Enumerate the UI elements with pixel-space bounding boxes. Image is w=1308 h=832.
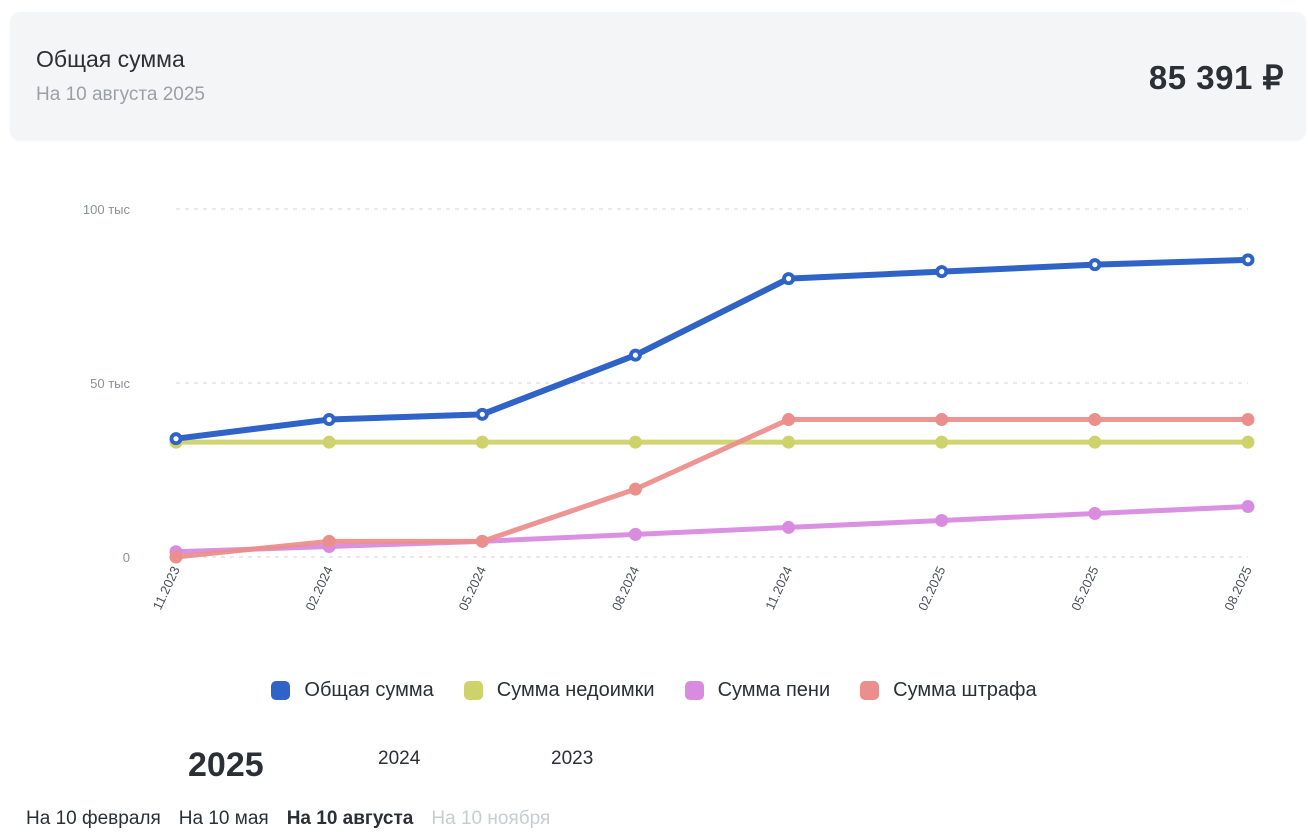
series-layer (169, 253, 1255, 564)
y-axis-labels: 0 50 тыс 100 тыс (83, 202, 131, 565)
data-point-center (1245, 257, 1251, 263)
data-point[interactable] (1241, 435, 1255, 449)
legend-label-fine: Сумма штрафа (893, 678, 1037, 701)
data-point[interactable] (1241, 500, 1255, 514)
period-tab-february[interactable]: На 10 февраля (26, 808, 161, 829)
x-tick-label: 08.2024 (609, 564, 642, 613)
legend-label-penalty-interest: Сумма пени (717, 678, 831, 701)
line-chart: 0 50 тыс 100 тыс 11.2023 02.2024 05.2024 08.2… (83, 202, 1255, 613)
legend-item-penalty-interest[interactable]: Сумма пени (684, 678, 831, 702)
data-point-center (785, 276, 792, 282)
legend-item-fine[interactable]: Сумма штрафа (860, 678, 1037, 702)
data-point-center (939, 269, 945, 275)
data-point[interactable] (1088, 413, 1102, 427)
year-tab-2024[interactable]: 2024 (378, 748, 421, 769)
data-point[interactable] (628, 482, 642, 496)
legend-swatch-fine (860, 680, 880, 700)
period-selector: На 10 февраля На 10 мая На 10 августа На… (26, 808, 550, 830)
data-point[interactable] (935, 435, 949, 449)
data-point[interactable] (322, 435, 336, 449)
year-selector: 2025 2024 2023 (0, 746, 700, 798)
data-point[interactable] (322, 534, 336, 548)
x-tick-label: 02.2024 (302, 564, 335, 613)
x-tick-label: 08.2025 (1221, 564, 1254, 613)
summary-total: 85 391 ₽ (1148, 59, 1284, 96)
data-point[interactable] (628, 527, 642, 541)
x-tick-label: 05.2025 (1068, 564, 1101, 613)
y-tick-label: 100 тыс (83, 202, 131, 217)
summary-title: Общая сумма (36, 46, 185, 72)
data-point[interactable] (628, 435, 642, 449)
year-tab-2025[interactable]: 2025 (188, 746, 264, 784)
legend-label-total: Общая сумма (304, 678, 434, 701)
data-point[interactable] (935, 413, 949, 427)
y-tick-label: 0 (123, 550, 130, 565)
series-1 (169, 435, 1255, 449)
year-tab-2023[interactable]: 2023 (551, 748, 594, 769)
data-point-center (479, 411, 485, 417)
legend-label-arrears: Сумма недоимки (496, 678, 655, 701)
chart-legend: Общая сумма Сумма недоимки Сумма пени Су… (0, 674, 1308, 706)
data-point[interactable] (1241, 413, 1255, 427)
y-tick-label: 50 тыс (90, 376, 130, 391)
data-point-center (326, 416, 332, 423)
data-point[interactable] (782, 413, 796, 427)
legend-item-total[interactable]: Общая сумма (271, 678, 434, 702)
data-point[interactable] (1088, 435, 1102, 449)
series-0 (169, 253, 1255, 446)
series-line (173, 256, 1251, 442)
legend-swatch-total (271, 680, 291, 700)
grid-lines (176, 208, 1248, 558)
legend-swatch-arrears (463, 680, 483, 700)
legend-item-arrears[interactable]: Сумма недоимки (463, 678, 655, 702)
series-3 (169, 413, 1255, 564)
data-point[interactable] (475, 534, 489, 548)
data-point[interactable] (782, 435, 796, 449)
data-point[interactable] (169, 550, 183, 564)
data-point-center (1092, 262, 1098, 268)
summary-card: Общая сумма На 10 августа 2025 85 391 ₽ (10, 12, 1306, 140)
x-tick-label: 02.2025 (915, 564, 948, 613)
period-tab-november: На 10 ноября (431, 808, 551, 829)
data-point-center (632, 352, 639, 358)
x-axis-labels: 11.2023 02.2024 05.2024 08.2024 11.2024 02.20… (150, 564, 1255, 613)
period-tab-may[interactable]: На 10 мая (178, 808, 269, 829)
data-point[interactable] (1088, 507, 1102, 520)
summary-date: На 10 августа 2025 (36, 84, 205, 105)
x-tick-label: 05.2024 (456, 564, 489, 613)
data-point[interactable] (782, 520, 796, 534)
x-tick-label: 11.2023 (150, 564, 183, 612)
series-2 (169, 500, 1255, 559)
series-line (173, 504, 1251, 555)
data-point[interactable] (935, 513, 949, 527)
x-tick-label: 11.2024 (762, 564, 795, 612)
legend-swatch-penalty-interest (684, 680, 704, 700)
series-line (173, 417, 1251, 560)
period-tab-august[interactable]: На 10 августа (286, 808, 414, 829)
data-point-center (173, 436, 179, 442)
data-point[interactable] (475, 435, 489, 449)
